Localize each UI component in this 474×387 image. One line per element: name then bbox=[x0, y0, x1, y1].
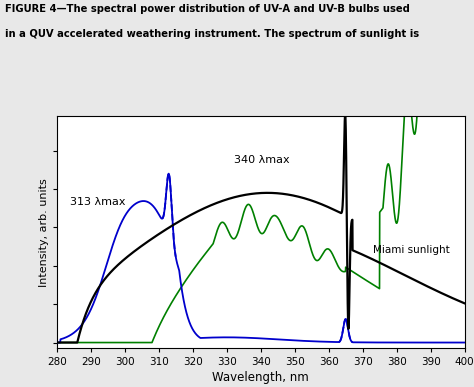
Text: in a QUV accelerated weathering instrument. The spectrum of sunlight is: in a QUV accelerated weathering instrume… bbox=[5, 29, 419, 39]
Text: FIGURE 4—The spectral power distribution of UV-A and UV-B bulbs used: FIGURE 4—The spectral power distribution… bbox=[5, 4, 410, 14]
Y-axis label: Intensity, arb. units: Intensity, arb. units bbox=[38, 178, 48, 287]
Text: 313 λmax: 313 λmax bbox=[71, 197, 126, 207]
Text: 340 λmax: 340 λmax bbox=[234, 155, 289, 165]
X-axis label: Wavelength, nm: Wavelength, nm bbox=[212, 372, 309, 385]
Text: Miami sunlight: Miami sunlight bbox=[373, 245, 449, 255]
